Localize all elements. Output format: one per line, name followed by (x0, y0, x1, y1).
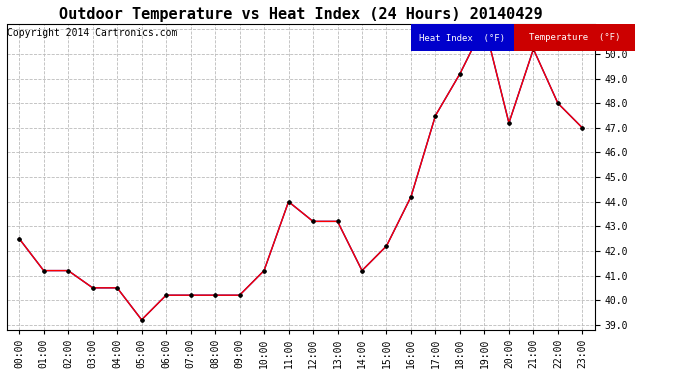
Title: Outdoor Temperature vs Heat Index (24 Hours) 20140429: Outdoor Temperature vs Heat Index (24 Ho… (59, 7, 542, 22)
Text: Copyright 2014 Cartronics.com: Copyright 2014 Cartronics.com (7, 28, 177, 38)
Text: Temperature  (°F): Temperature (°F) (529, 33, 620, 42)
Text: Heat Index  (°F): Heat Index (°F) (420, 33, 505, 42)
